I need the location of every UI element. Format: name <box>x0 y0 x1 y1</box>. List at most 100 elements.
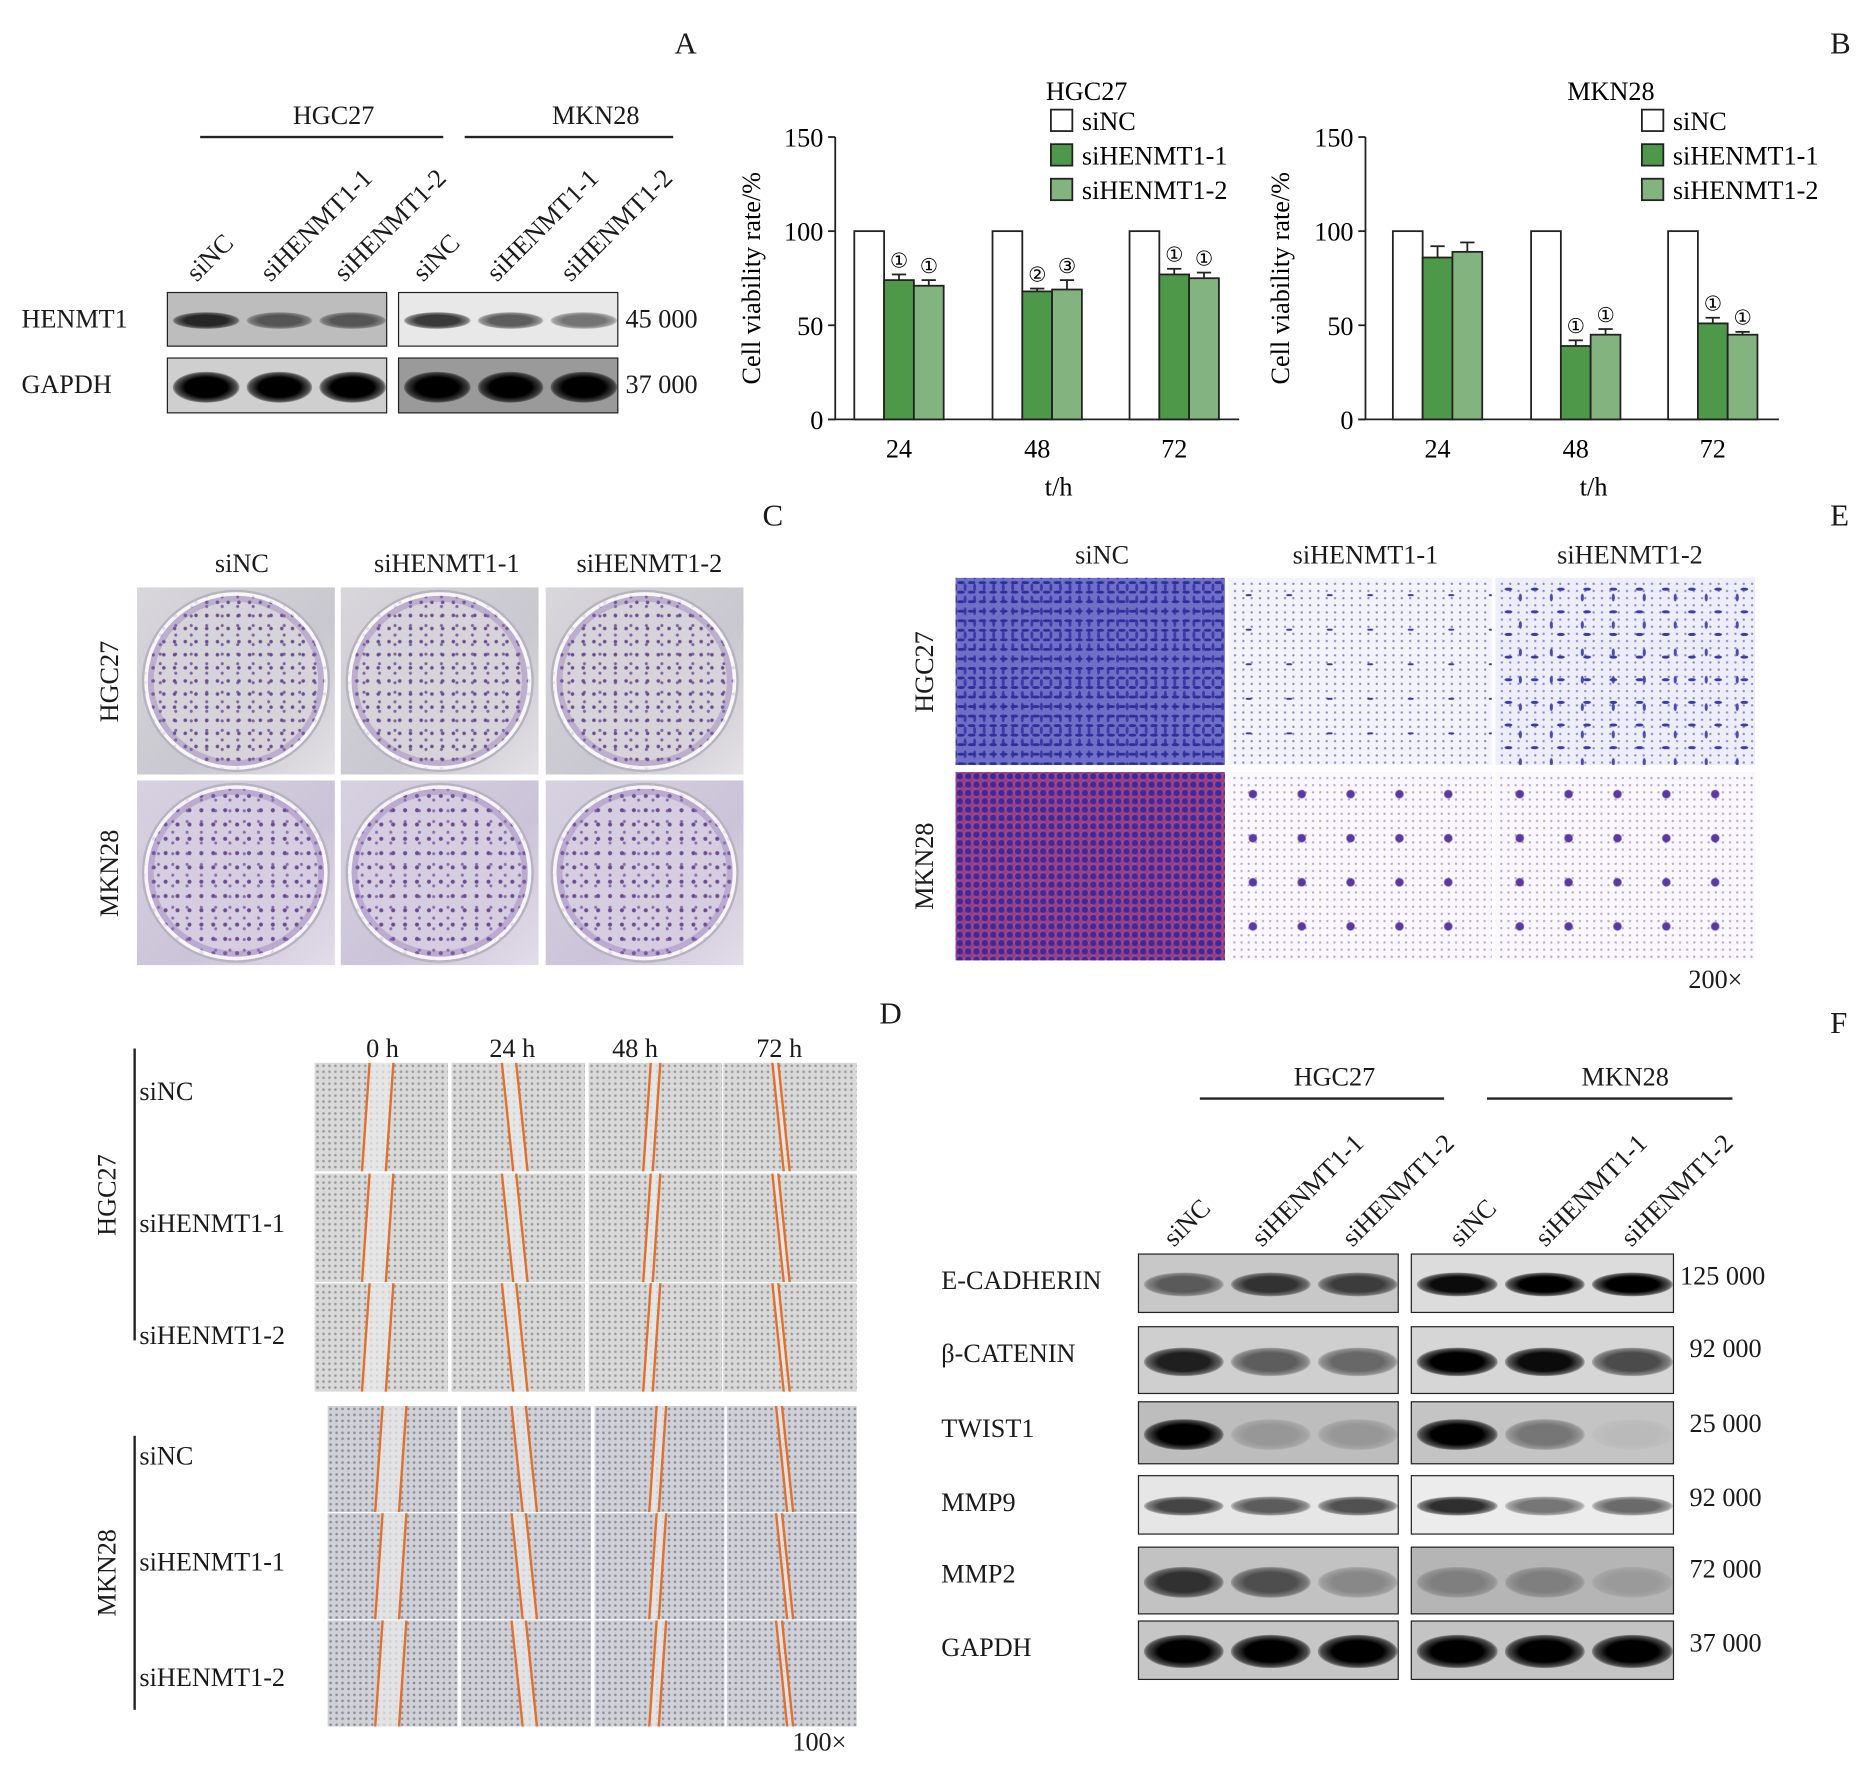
blot-band <box>550 312 618 329</box>
scratch-assay-image <box>594 1620 725 1727</box>
y-tick-label: 0 <box>1340 406 1353 435</box>
protein-label: E-CADHERIN <box>941 1265 1102 1296</box>
scratch-assay-image <box>588 1283 723 1392</box>
molecular-weight-label: 45 000 <box>625 303 698 334</box>
transwell-image <box>1228 577 1492 765</box>
blot-band <box>1504 1272 1586 1297</box>
blot-mkn28 <box>1410 1401 1675 1465</box>
legend-label: siHENMT1-2 <box>1673 176 1819 205</box>
culture-dish <box>144 592 328 770</box>
colony-plate-image <box>545 587 744 775</box>
scratch-assay-image <box>723 1062 857 1172</box>
blot-band <box>1592 1496 1673 1516</box>
cell-line-label: HGC27 <box>1293 1061 1376 1092</box>
cell-line-bracket <box>1199 1097 1445 1100</box>
blot-band <box>1416 1566 1498 1598</box>
timepoint-label: 24 h <box>489 1033 536 1063</box>
blot-mkn28 <box>1410 1475 1675 1535</box>
scratch-assay-image <box>726 1513 857 1620</box>
scratch-assay-image <box>461 1405 591 1513</box>
column-label: siHENMT1-1 <box>374 548 520 578</box>
blot-hgc27 <box>1137 1546 1399 1615</box>
significance-mark: ① <box>1165 245 1183 267</box>
protein-label: GAPDH <box>941 1632 1032 1663</box>
blot-band <box>1317 1272 1398 1297</box>
column-label: siHENMT1-1 <box>1292 539 1439 570</box>
bar-sinc <box>991 230 1024 421</box>
bar-sihenmt1-1 <box>883 279 915 421</box>
panel-letter-d: D <box>879 996 902 1031</box>
blot-hgc27 <box>1137 1326 1399 1395</box>
column-label: siNC <box>214 548 269 578</box>
y-axis-label: Cell viability rate/% <box>737 172 766 384</box>
blot-band <box>172 371 240 403</box>
blot-band <box>1592 1566 1673 1598</box>
bar-sihenmt1-2 <box>912 284 945 421</box>
colony-plate-image <box>137 587 335 775</box>
colony-plate-image <box>340 587 539 775</box>
y-tick-label: 100 <box>784 218 823 247</box>
panel-letter-e: E <box>1830 498 1850 533</box>
bar-sihenmt1-1 <box>1559 345 1592 421</box>
protein-label: β-CATENIN <box>941 1338 1076 1368</box>
scratch-assay-image <box>451 1062 586 1172</box>
legend-swatch <box>1050 108 1074 132</box>
transwell-image <box>1495 577 1756 765</box>
blot-band <box>1143 1634 1224 1669</box>
bar-sihenmt1-1 <box>1021 290 1053 421</box>
bar-sihenmt1-1 <box>1158 273 1191 421</box>
scratch-assay-image <box>451 1283 586 1392</box>
blot-band <box>1143 1566 1224 1598</box>
legend-swatch <box>1640 143 1665 167</box>
bar-sihenmt1-2 <box>1589 333 1622 421</box>
blot-mkn28 <box>1410 1253 1675 1314</box>
transwell-image <box>1495 772 1756 961</box>
significance-mark: ② <box>1028 264 1046 286</box>
protein-label: MMP2 <box>941 1558 1016 1589</box>
y-tick-label: 100 <box>1314 218 1353 247</box>
cell-line-label: HGC27 <box>91 1153 122 1236</box>
significance-mark: ① <box>1195 248 1213 270</box>
row-label: siHENMT1-2 <box>139 1662 286 1692</box>
transwell-image <box>1228 772 1492 961</box>
molecular-weight-label: 92 000 <box>1689 1482 1762 1513</box>
blot-mkn28 <box>397 291 619 347</box>
blot-mkn28 <box>1410 1546 1675 1615</box>
blot-band <box>1143 1272 1224 1297</box>
blot-band <box>1416 1272 1498 1297</box>
scratch-assay-image <box>723 1283 857 1392</box>
blot-band <box>1230 1496 1311 1516</box>
significance-mark: ① <box>890 250 908 272</box>
scratch-assay-image <box>461 1620 591 1727</box>
legend-swatch <box>1050 177 1074 202</box>
blot-band <box>246 371 313 403</box>
blot-band <box>1317 1346 1398 1376</box>
legend-swatch <box>1640 108 1665 132</box>
row-label: siHENMT1-2 <box>139 1320 286 1350</box>
scratch-assay-image <box>314 1173 449 1283</box>
scratch-assay-image <box>588 1062 723 1172</box>
x-tick-label: 72 <box>1700 435 1726 464</box>
y-tick-label: 0 <box>810 406 823 435</box>
bar-sihenmt1-1 <box>1696 322 1729 421</box>
blot-band <box>1230 1566 1311 1598</box>
molecular-weight-label: 125 000 <box>1680 1260 1766 1291</box>
scratch-assay-image <box>451 1173 586 1283</box>
blot-band <box>1592 1418 1673 1450</box>
timepoint-label: 48 h <box>612 1033 659 1063</box>
blot-band <box>1230 1418 1311 1450</box>
protein-label: HENMT1 <box>21 303 128 334</box>
blot-band <box>1317 1634 1398 1669</box>
panel-letter-b: B <box>1830 26 1851 61</box>
legend-label: siHENMT1-1 <box>1082 141 1228 170</box>
cell-line-label: MKN28 <box>91 1529 122 1617</box>
blot-hgc27 <box>1137 1620 1399 1681</box>
scratch-assay-image <box>726 1620 857 1727</box>
molecular-weight-label: 37 000 <box>625 369 698 400</box>
bar-sinc <box>1530 230 1562 421</box>
row-label: HGC27 <box>909 630 939 713</box>
bar-sihenmt1-1 <box>1421 256 1454 421</box>
protein-label: TWIST1 <box>941 1413 1035 1443</box>
timepoint-label: 0 h <box>366 1033 399 1063</box>
